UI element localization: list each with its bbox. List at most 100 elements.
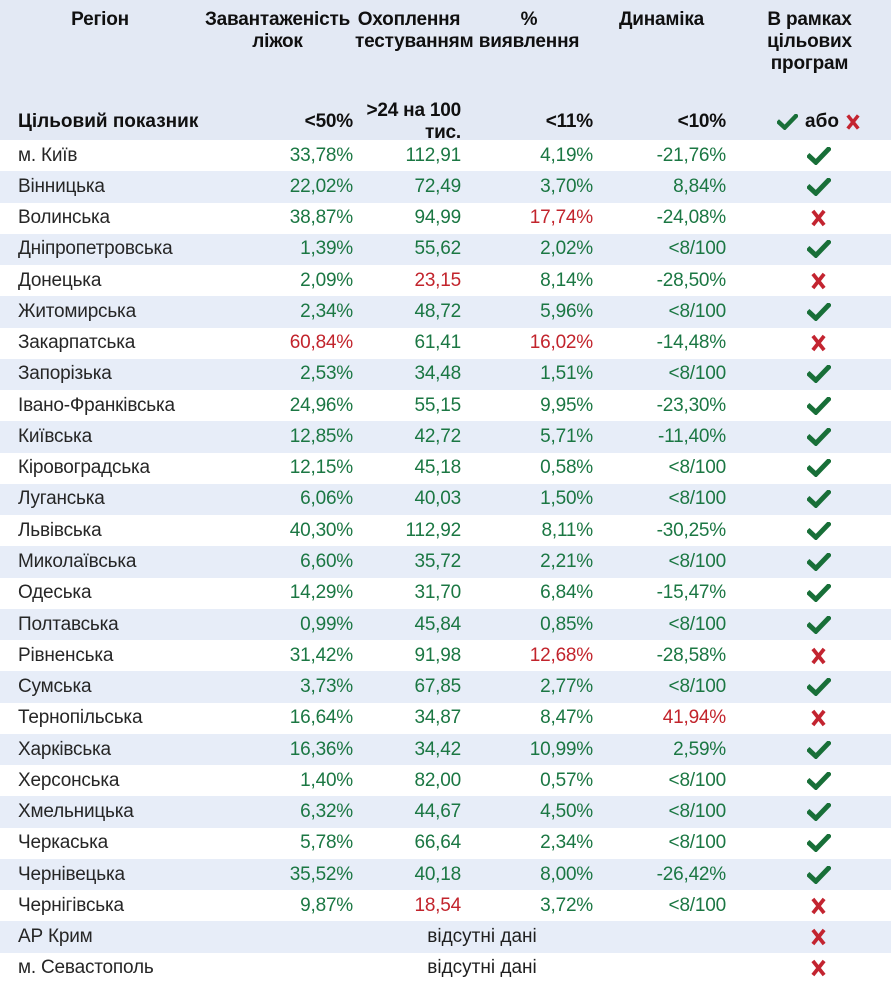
target-status-legend: або (737, 111, 891, 133)
status-fail (737, 209, 891, 227)
status-pass (737, 834, 891, 853)
dynamics-value: <8/100 (668, 238, 727, 260)
column-header-testing: Охоплення тестуванням (355, 9, 474, 53)
detection-value: 2,21% (540, 550, 593, 572)
dynamics-value: -11,40% (658, 425, 726, 447)
detection-value: 3,70% (540, 175, 593, 197)
dynamics-value: <8/100 (668, 832, 727, 854)
status-pass (737, 177, 891, 196)
testing-value: 48,72 (414, 300, 461, 322)
detection-value: 12,68% (529, 644, 593, 666)
table-row: Запорізька 2,53% 34,48 1,51% <8/100 (0, 358, 891, 391)
bed-value: 12,85% (289, 425, 353, 447)
table-row: Івано-Франківська 24,96% 55,15 9,95% -23,30% (0, 390, 891, 421)
testing-value: 94,99 (414, 207, 461, 229)
status-fail (737, 272, 891, 290)
table-row: Волинська 38,87% 94,99 17,74% -24,08% (0, 203, 891, 234)
dynamics-value: -28,50% (656, 269, 727, 291)
detection-value: 0,57% (540, 769, 593, 791)
bed-value: 12,15% (289, 457, 353, 479)
table-row: Харківська 16,36% 34,42 10,99% 2,59% (0, 733, 891, 766)
detection-value: 8,47% (540, 707, 593, 729)
check-icon (806, 427, 831, 446)
column-header-target-programs: В рамках цільових програм (767, 9, 852, 75)
testing-value: 55,62 (414, 238, 461, 260)
check-icon (777, 114, 799, 130)
status-pass (737, 771, 891, 790)
bed-value: 22,02% (289, 175, 353, 197)
bed-value: 0,99% (300, 613, 353, 635)
bed-value: 5,78% (300, 832, 353, 854)
dynamics-value: -15,47% (656, 582, 727, 604)
bed-value: 6,60% (300, 550, 353, 572)
dynamics-value: 8,84% (673, 175, 726, 197)
dynamics-value: -21,76% (656, 144, 727, 166)
dynamics-value: <8/100 (668, 613, 727, 635)
bed-value: 24,96% (289, 394, 353, 416)
status-pass (737, 302, 891, 321)
region-name: Чернівецька (18, 863, 125, 885)
target-testing-value: >24 на 100 тис. (366, 100, 461, 143)
detection-value: 4,50% (540, 801, 593, 823)
check-icon (806, 302, 831, 321)
region-name: Херсонська (18, 769, 120, 791)
detection-value: 8,14% (540, 269, 593, 291)
bed-value: 31,42% (289, 644, 353, 666)
region-name: Черкаська (18, 832, 108, 854)
table-row: Чернігівська 9,87% 18,54 3,72% <8/100 (0, 890, 891, 921)
x-icon (811, 960, 826, 977)
table-row: Одеська 14,29% 31,70 6,84% -15,47% (0, 578, 891, 609)
testing-value: 61,41 (414, 332, 461, 354)
testing-value: 35,72 (414, 550, 461, 572)
column-headers: Регіон Завантаженість ліжок Охоплення те… (0, 0, 891, 100)
region-name: м. Київ (18, 144, 78, 166)
status-pass (737, 459, 891, 478)
testing-value: 34,87 (414, 707, 461, 729)
detection-value: 2,34% (540, 832, 593, 854)
status-pass (737, 396, 891, 415)
region-name: Київська (18, 425, 92, 447)
testing-value: 112,91 (405, 144, 461, 166)
bed-value: 2,09% (300, 269, 353, 291)
table-row: Закарпатська 60,84% 61,41 16,02% -14,48% (0, 328, 891, 359)
detection-value: 2,02% (540, 238, 593, 260)
region-name: АР Крим (18, 926, 93, 948)
bed-value: 9,87% (300, 894, 353, 916)
check-icon (806, 365, 831, 384)
column-header-detection: % виявлення (478, 9, 580, 53)
bed-value: 14,29% (289, 582, 353, 604)
bed-value: 40,30% (289, 519, 353, 541)
testing-value: 42,72 (414, 425, 461, 447)
detection-value: 8,11% (541, 519, 594, 541)
region-name: Вінницька (18, 175, 105, 197)
region-name: Одеська (18, 582, 92, 604)
testing-value: 44,67 (414, 801, 461, 823)
testing-value: 34,42 (414, 738, 461, 760)
status-pass (737, 584, 891, 603)
check-icon (806, 834, 831, 853)
dynamics-value: <8/100 (668, 894, 727, 916)
table-row: Донецька 2,09% 23,15 8,14% -28,50% (0, 265, 891, 296)
region-name: Харківська (18, 738, 111, 760)
detection-value: 5,96% (540, 300, 593, 322)
table-row: Черкаська 5,78% 66,64 2,34% <8/100 (0, 828, 891, 859)
region-name: Рівненська (18, 644, 114, 666)
testing-value: 40,18 (414, 863, 461, 885)
target-detection-value: <11% (545, 111, 593, 132)
testing-value: 45,84 (414, 613, 461, 635)
table-row: Полтавська 0,99% 45,84 0,85% <8/100 (0, 608, 891, 641)
table-row: Херсонська 1,40% 82,00 0,57% <8/100 (0, 765, 891, 796)
dynamics-value: <8/100 (668, 801, 727, 823)
table-row: Вінницька 22,02% 72,49 3,70% 8,84% (0, 171, 891, 203)
detection-value: 0,85% (540, 613, 593, 635)
status-pass (737, 521, 891, 540)
check-icon (806, 490, 831, 509)
table-row: м. Севастополь відсутні дані (0, 953, 891, 984)
missing-data-label: відсутні дані (427, 957, 537, 979)
testing-value: 112,92 (405, 519, 461, 541)
detection-value: 0,58% (540, 457, 593, 479)
region-name: Івано-Франківська (18, 394, 175, 416)
testing-value: 72,49 (414, 175, 461, 197)
bed-value: 6,32% (300, 801, 353, 823)
target-bed-value: <50% (304, 111, 354, 132)
